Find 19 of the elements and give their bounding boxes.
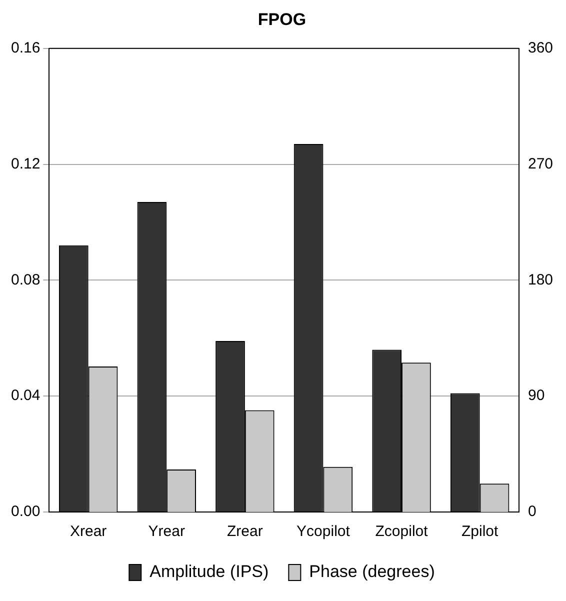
y2-tick-label: 270 (528, 155, 554, 172)
legend-label: Amplitude (IPS) (150, 562, 269, 582)
y-tick-label: 0.12 (10, 155, 40, 172)
y2-tick-label: 180 (528, 271, 554, 288)
y-tick-label: 0.04 (10, 387, 40, 404)
x-tick-label: Zcopilot (375, 523, 429, 540)
x-tick-label: Yrear (148, 523, 185, 540)
chart-title: FPOG (258, 10, 306, 29)
x-tick-label: Xrear (70, 523, 107, 540)
y-tick-label: 0.00 (10, 503, 40, 520)
y-tick-label: 0.08 (10, 271, 40, 288)
y-tick-label: 0.16 (10, 40, 40, 57)
legend-label: Phase (degrees) (309, 562, 435, 582)
x-tick-label: Zpilot (461, 523, 499, 540)
x-tick-label: Zrear (227, 523, 263, 540)
y2-tick-label: 360 (528, 40, 554, 57)
y2-tick-label: 0 (528, 503, 536, 520)
x-tick-label: Ycopilot (296, 523, 351, 540)
y2-tick-label: 90 (528, 387, 545, 404)
